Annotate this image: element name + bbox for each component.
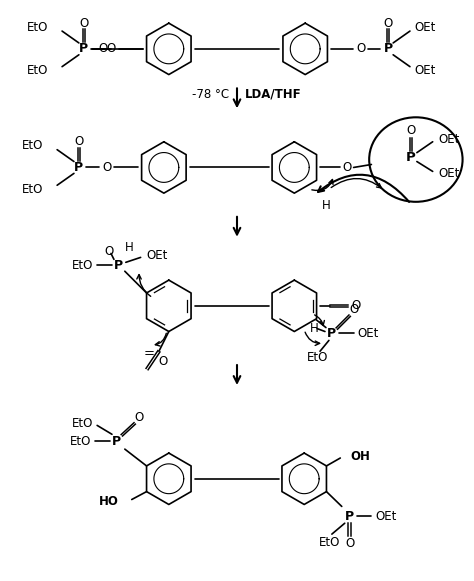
Text: O: O [98,42,107,55]
Text: OEt: OEt [357,327,379,340]
Text: O: O [351,299,360,313]
Text: O: O [74,135,83,148]
Text: O: O [345,537,354,550]
Text: O: O [102,161,111,174]
Text: OH: OH [350,450,370,462]
Text: O: O [406,124,416,137]
Text: O: O [383,17,393,30]
Text: H: H [124,241,133,254]
Text: EtO: EtO [72,417,93,430]
Text: OEt: OEt [438,167,460,180]
Text: P: P [383,42,393,55]
Text: O: O [349,303,358,316]
Text: H: H [321,199,330,211]
Text: O: O [134,411,143,424]
Text: O: O [356,42,365,55]
Text: OEt: OEt [438,133,460,146]
Text: EtO: EtO [72,259,93,272]
Text: O: O [107,42,116,55]
Text: EtO: EtO [307,351,329,364]
Text: OEt: OEt [375,510,397,523]
Text: EtO: EtO [27,20,48,34]
Text: LDA/THF: LDA/THF [245,88,301,101]
Text: O: O [158,354,167,368]
Text: P: P [328,327,337,340]
Text: EtO: EtO [27,64,48,77]
Text: P: P [345,510,354,523]
Text: P: P [74,161,83,174]
Text: EtO: EtO [22,182,43,196]
Text: O: O [79,17,89,30]
Text: OEt: OEt [414,20,435,34]
Text: P: P [406,151,416,164]
Text: EtO: EtO [70,435,91,448]
Text: O: O [104,245,114,258]
Text: -78 °C: -78 °C [192,88,229,101]
Text: OEt: OEt [146,249,168,262]
Text: HO: HO [99,495,119,508]
Text: EtO: EtO [319,536,341,548]
Text: =: = [144,347,155,360]
Text: EtO: EtO [22,139,43,152]
Text: P: P [112,435,121,448]
Text: OEt: OEt [414,64,435,77]
Text: P: P [114,259,123,272]
Text: O: O [342,161,351,174]
Text: H: H [310,322,319,335]
Text: P: P [79,42,88,55]
